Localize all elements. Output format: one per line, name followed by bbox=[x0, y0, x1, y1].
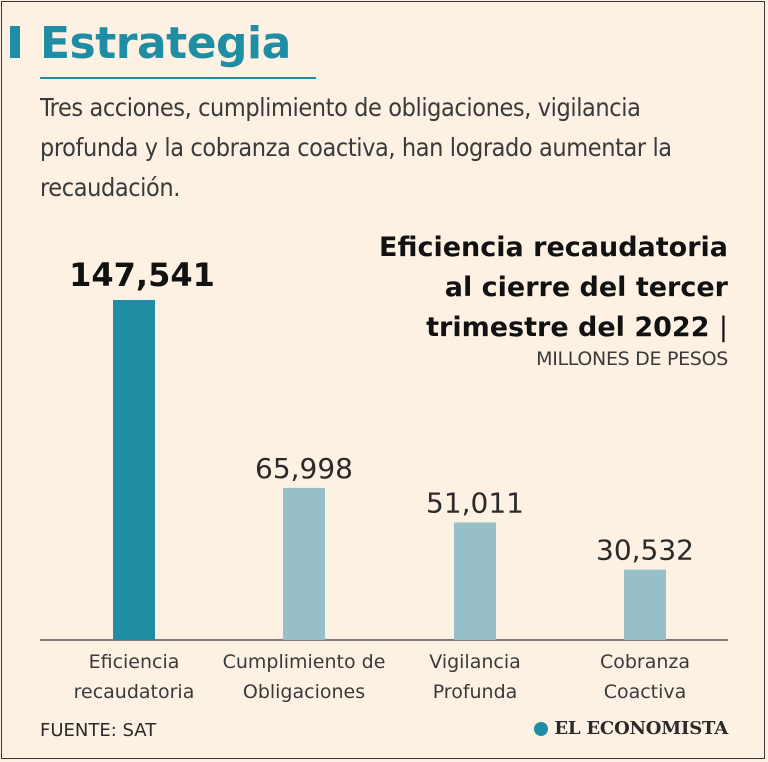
page-title: Estrategia bbox=[40, 18, 291, 69]
chart-title-line-1: Eficiencia recaudatoria bbox=[379, 232, 728, 263]
category-label-1-line-1: Eficiencia bbox=[89, 651, 180, 673]
category-label-4-line-1: Cobranza bbox=[600, 651, 690, 673]
category-label-1-line-2: recaudatoria bbox=[74, 681, 195, 703]
bar-2 bbox=[283, 487, 325, 640]
category-label-4-line-2: Coactiva bbox=[604, 681, 687, 703]
category-label-2-line-2: Obligaciones bbox=[243, 681, 365, 703]
source-label: FUENTE: SAT bbox=[40, 720, 157, 741]
brand-logo: EL ECONOMISTA bbox=[534, 718, 728, 739]
bar-value-label-1: 147,541 bbox=[69, 256, 215, 294]
category-label-3-line-2: Profunda bbox=[433, 681, 518, 703]
chart-title-separator: | bbox=[718, 312, 728, 343]
heading-underline bbox=[40, 77, 316, 79]
chart-unit-label: MILLONES DE PESOS bbox=[536, 348, 728, 370]
bar-1 bbox=[113, 300, 155, 640]
category-label-3-line-1: Vigilancia bbox=[429, 651, 521, 673]
bar-4 bbox=[624, 569, 666, 640]
bar-3 bbox=[454, 522, 496, 640]
heading-accent-bar bbox=[10, 26, 20, 58]
chart-title: Eficiencia recaudatoria al cierre del te… bbox=[308, 228, 728, 348]
bar-value-label-4: 30,532 bbox=[596, 534, 694, 567]
chart-title-line-3: trimestre del 2022 bbox=[426, 312, 710, 343]
globe-icon bbox=[534, 721, 549, 736]
category-label-2-line-1: Cumplimiento de bbox=[223, 651, 386, 673]
intro-text: Tres acciones, cumplimiento de obligacio… bbox=[40, 93, 672, 202]
bar-value-label-3: 51,011 bbox=[426, 486, 524, 519]
bar-value-label-2: 65,998 bbox=[255, 452, 353, 485]
brand-name: EL ECONOMISTA bbox=[554, 718, 728, 739]
chart-title-line-2: al cierre del tercer bbox=[444, 272, 728, 303]
